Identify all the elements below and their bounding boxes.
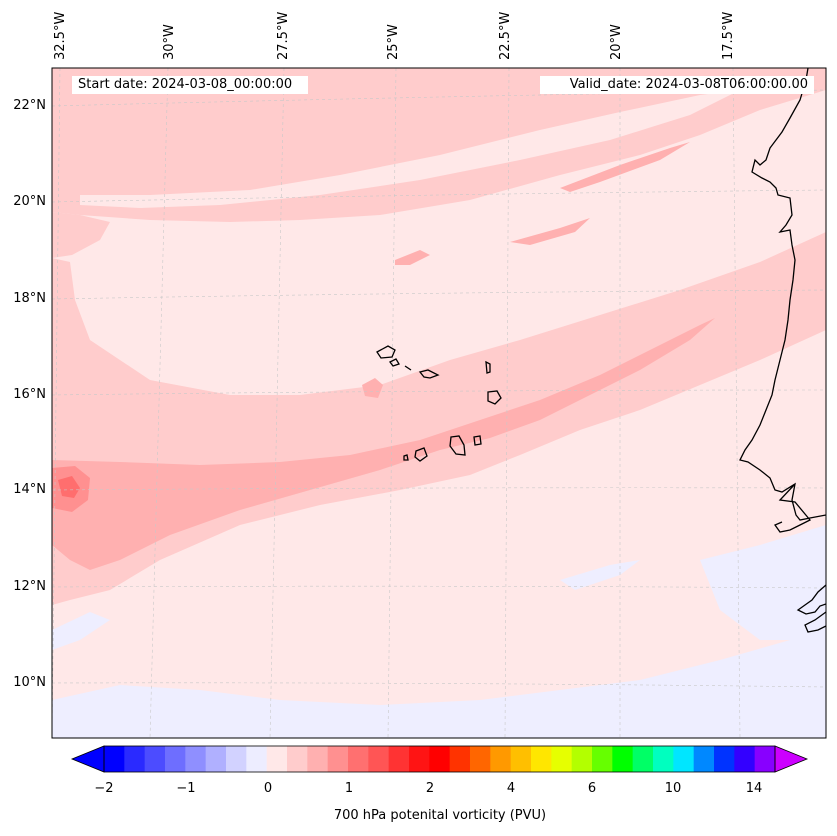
- colorbar-cell: [510, 746, 532, 772]
- pv-core-patch: [362, 378, 383, 398]
- valid-date-label: Valid_date: 2024-03-08T06:00:00.00: [540, 76, 814, 94]
- colorbar-extend-low: [70, 745, 105, 773]
- colorbar-tick: −2: [94, 781, 114, 796]
- colorbar-tick: 0: [263, 781, 273, 796]
- colorbar-cell: [205, 746, 227, 772]
- colorbar-cell: [490, 746, 512, 772]
- colorbar-tick: 10: [664, 781, 682, 796]
- colorbar-cell: [327, 746, 349, 772]
- lat-label-16n: 16°N: [13, 387, 46, 402]
- colorbar-extend-high: [774, 745, 809, 773]
- colorbar-cell: [185, 746, 207, 772]
- lon-label-30w: 30°W: [162, 24, 177, 60]
- african-coastline: [739, 68, 826, 633]
- colorbar-cell: [571, 746, 593, 772]
- colorbar-cell: [409, 746, 430, 772]
- pv-core-streak-3: [395, 250, 430, 265]
- colorbar-cell: [124, 746, 146, 772]
- colorbar-cell: [388, 746, 410, 772]
- colorbar-cell: [165, 746, 186, 772]
- lat-label-14n: 14°N: [13, 482, 46, 497]
- cape-verde-islands: [376, 345, 502, 462]
- pv-core-streak: [560, 142, 690, 192]
- map-frame: [51, 67, 827, 739]
- colorbar-cell: [531, 746, 552, 772]
- colorbar-cell: [734, 746, 756, 772]
- colorbar-cell: [266, 746, 288, 772]
- lat-label-22n: 22°N: [13, 98, 46, 113]
- lon-label-22-5w: 22.5°W: [498, 11, 513, 60]
- colorbar-tick: 14: [745, 781, 763, 796]
- lat-label-18n: 18°N: [13, 291, 46, 306]
- colorbar-tick: 4: [506, 781, 516, 796]
- pv-band-main: [52, 232, 826, 605]
- colorbar-cell: [287, 746, 308, 772]
- pv-low-patch-2: [52, 612, 110, 650]
- colorbar-cell: [612, 746, 634, 772]
- colorbar-cell: [714, 746, 735, 772]
- colorbar-tick: 2: [425, 781, 435, 796]
- pv-core-streak-2: [510, 218, 590, 245]
- colorbar-cell: [551, 746, 573, 772]
- colorbar-tick: 1: [344, 781, 354, 796]
- pv-core-band: [52, 318, 715, 570]
- colorbar-cell: [673, 746, 695, 772]
- pv-band-inner-light: [150, 205, 620, 285]
- colorbar-cell: [632, 746, 654, 772]
- lat-label-10n: 10°N: [13, 675, 46, 690]
- colorbar-cell: [246, 746, 268, 772]
- colorbar-cell: [348, 746, 369, 772]
- lat-label-20n: 20°N: [13, 194, 46, 209]
- colorbar-cell: [449, 746, 471, 772]
- colorbar-cell: [104, 746, 125, 772]
- colorbar-cell: [470, 746, 491, 772]
- colorbar-cell: [592, 746, 613, 772]
- lon-label-17-5w: 17.5°W: [721, 11, 736, 60]
- colorbar-tick: −1: [176, 781, 196, 796]
- colorbar-frame: [103, 745, 776, 773]
- colorbar: [70, 745, 809, 773]
- lon-label-20w: 20°W: [609, 24, 624, 60]
- lat-label-12n: 12°N: [13, 579, 46, 594]
- start-date-label: Start date: 2024-03-08_00:00:00: [72, 76, 308, 94]
- colorbar-tick: 6: [587, 781, 597, 796]
- pv-band-northwest: [52, 212, 110, 258]
- pv-low-region: [52, 620, 826, 738]
- pv-map: [51, 67, 827, 739]
- lon-label-27-5w: 27.5°W: [276, 11, 291, 60]
- colorbar-cell: [307, 746, 329, 772]
- colorbar-cell: [368, 746, 390, 772]
- colorbar-cell: [429, 746, 451, 772]
- colorbar-cell: [226, 746, 247, 772]
- pv-band-north-strip: [80, 90, 740, 208]
- colorbar-cell: [754, 746, 776, 772]
- colorbar-cell: [653, 746, 674, 772]
- pv-band-north: [52, 68, 826, 222]
- lon-label-25w: 25°W: [386, 24, 401, 60]
- pv-max-core: [58, 476, 80, 498]
- graticule: [52, 68, 826, 738]
- pv-low-region-east: [700, 525, 826, 640]
- colorbar-label: 700 hPa potenital vorticity (PVU): [333, 808, 547, 823]
- lon-label-32-5w: 32.5°W: [53, 11, 68, 60]
- colorbar-cell: [693, 746, 715, 772]
- colorbar-cell: [144, 746, 166, 772]
